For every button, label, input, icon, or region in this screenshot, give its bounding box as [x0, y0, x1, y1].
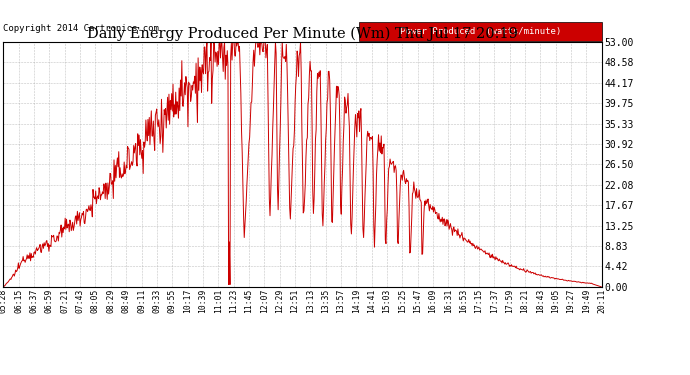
- Text: Power Produced  (watts/minute): Power Produced (watts/minute): [400, 27, 561, 36]
- FancyBboxPatch shape: [359, 22, 602, 41]
- Title: Daily Energy Produced Per Minute (Wm) Thu Jul 17 20:19: Daily Energy Produced Per Minute (Wm) Th…: [87, 27, 518, 41]
- Text: Copyright 2014 Cartronics.com: Copyright 2014 Cartronics.com: [3, 24, 159, 33]
